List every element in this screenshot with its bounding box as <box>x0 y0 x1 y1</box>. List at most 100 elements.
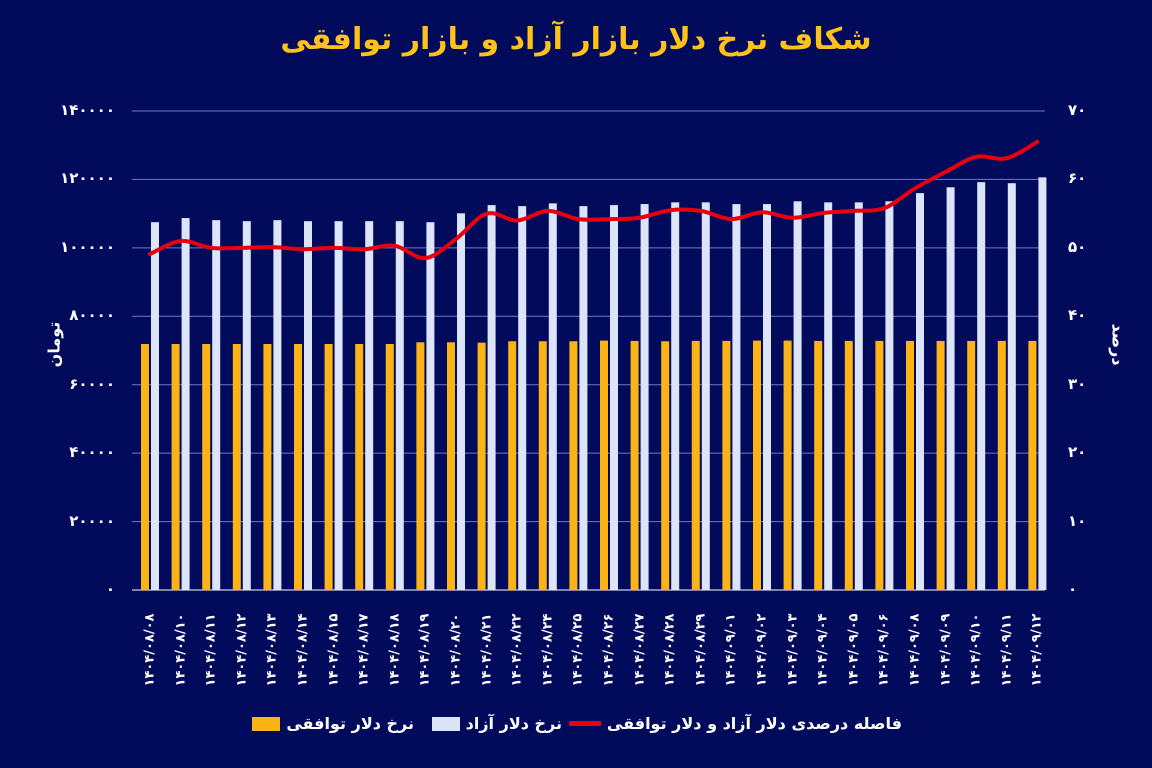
agreed-rate-bar <box>416 342 425 590</box>
x-tick-label: ۱۴۰۴/۰۸/۱۳ <box>264 613 280 687</box>
free-rate-bar <box>365 221 374 591</box>
free-rate-bar <box>763 204 771 590</box>
left-tick-label: ۸۰۰۰۰ <box>69 306 115 325</box>
agreed-rate-bar <box>814 340 823 590</box>
free-rate-bar <box>1038 177 1047 590</box>
agreed-rate-bar <box>630 340 639 590</box>
free-rate-bar <box>242 221 251 591</box>
right-tick-label: ۴۰ <box>1068 306 1087 325</box>
free-rate-bar <box>273 220 282 591</box>
legend-item-agreed: نرخ دلار توافقی <box>252 714 414 733</box>
x-tick-label: ۱۴۰۴/۰۸/۲۶ <box>601 613 617 687</box>
agreed-rate-bar <box>385 343 394 590</box>
free-rate-bar <box>671 202 680 590</box>
agreed-rate-bar <box>447 342 455 590</box>
x-tick-label: ۱۴۰۴/۰۹/۰۱ <box>723 613 739 687</box>
agreed-rate-bar <box>967 340 976 590</box>
legend-label-gap: فاصله درصدی دلار آزاد و دلار توافقی <box>606 714 902 733</box>
x-tick-label: ۱۴۰۴/۰۸/۱۲ <box>234 613 250 687</box>
right-tick-label: ۷۰ <box>1068 101 1087 119</box>
right-tick-label: ۲۰ <box>1068 443 1087 462</box>
agreed-rate-bar <box>171 343 180 590</box>
x-tick-label: ۱۴۰۴/۰۸/۲۴ <box>540 613 556 687</box>
agreed-rate-bar <box>355 343 364 590</box>
agreed-rate-bar <box>538 341 547 590</box>
legend-item-free: نرخ دلار آزاد <box>431 714 562 733</box>
left-tick-label: ۱۴۰۰۰۰ <box>60 101 115 119</box>
agreed-rate-bar <box>661 341 670 590</box>
free-rate-bar <box>395 221 404 591</box>
orange-bar-swatch-icon <box>252 716 281 731</box>
chart-title: شکاف نرخ دلار بازار آزاد و بازار توافقی <box>280 22 872 57</box>
x-tick-label: ۱۴۰۴/۰۹/۰۲ <box>754 613 770 687</box>
free-rate-bar <box>579 206 588 590</box>
free-rate-bar <box>334 221 343 591</box>
free-rate-bar <box>977 182 986 590</box>
x-tick-label: ۱۴۰۴/۰۹/۰۹ <box>938 613 954 687</box>
free-rate-bar <box>610 205 618 590</box>
free-rate-bar <box>304 221 312 591</box>
free-rate-bar <box>885 201 894 590</box>
x-tick-label: ۱۴۰۴/۰۹/۰۸ <box>907 613 923 687</box>
free-rate-bar <box>732 204 741 590</box>
x-tick-label: ۱۴۰۴/۰۸/۲۲ <box>509 613 525 687</box>
free-rate-bar <box>824 202 833 590</box>
x-tick-label: ۱۴۰۴/۰۸/۱۷ <box>356 613 372 687</box>
right-tick-label: ۳۰ <box>1068 374 1087 393</box>
agreed-rate-bar <box>753 340 761 590</box>
x-tick-label: ۱۴۰۴/۰۹/۱۱ <box>999 613 1015 687</box>
left-tick-label: ۱۰۰۰۰۰ <box>60 237 115 256</box>
x-tick-label: ۱۴۰۴/۰۹/۰۵ <box>846 613 862 687</box>
x-tick-label: ۱۴۰۴/۰۹/۰۴ <box>815 613 831 687</box>
agreed-rate-bar <box>997 340 1006 590</box>
x-tick-label: ۱۴۰۴/۰۸/۱۱ <box>203 613 219 687</box>
agreed-rate-bar <box>722 340 731 590</box>
free-rate-bar <box>1007 183 1016 590</box>
x-tick-label: ۱۴۰۴/۰۸/۲۷ <box>632 613 648 687</box>
left-axis-title: تومان <box>44 321 64 368</box>
x-tick-label: ۱۴۰۴/۰۸/۲۵ <box>570 613 586 687</box>
free-rate-bar <box>518 206 527 590</box>
right-tick-label: ۵۰ <box>1068 237 1087 256</box>
free-rate-bar <box>640 204 649 590</box>
agreed-rate-bar <box>569 341 578 590</box>
x-tick-label: ۱۴۰۴/۰۸/۱۴ <box>295 613 311 687</box>
right-axis-title: درصد <box>1108 323 1128 366</box>
red-line-swatch-icon <box>568 721 601 726</box>
agreed-rate-bar <box>1028 340 1037 590</box>
free-rate-bar <box>426 222 435 591</box>
agreed-rate-bar <box>294 343 302 590</box>
left-tick-label: ۲۰۰۰۰ <box>69 511 115 530</box>
agreed-rate-bar <box>263 343 272 590</box>
agreed-rate-bar <box>202 343 211 590</box>
agreed-rate-bar <box>600 340 608 590</box>
x-tick-label: ۱۴۰۴/۰۸/۲۰ <box>448 613 464 687</box>
x-tick-label: ۱۴۰۴/۰۸/۲۱ <box>479 613 495 687</box>
free-rate-bar <box>701 202 710 590</box>
legend: فاصله درصدی دلار آزاد و دلار توافقی نرخ … <box>0 714 1152 744</box>
agreed-rate-bar <box>844 340 853 590</box>
agreed-rate-bar <box>477 342 486 590</box>
legend-label-free: نرخ دلار آزاد <box>465 714 562 733</box>
x-tick-label: ۱۴۰۴/۰۸/۱۵ <box>326 613 342 687</box>
agreed-rate-bar <box>936 340 945 590</box>
free-rate-bar <box>793 201 802 590</box>
x-tick-label: ۱۴۰۴/۰۹/۱۲ <box>1029 613 1045 687</box>
free-rate-bar <box>946 187 955 590</box>
free-rate-bar <box>151 222 159 591</box>
agreed-rate-bar <box>232 343 241 590</box>
x-tick-label: ۱۴۰۴/۰۹/۰۳ <box>785 613 801 687</box>
agreed-rate-bar <box>141 343 149 590</box>
right-tick-label: ۱۰ <box>1068 511 1087 530</box>
x-tick-label: ۱۴۰۴/۰۸/۲۸ <box>662 613 678 687</box>
light-bar-swatch-icon <box>431 716 460 731</box>
agreed-rate-bar <box>875 340 884 590</box>
left-tick-label: ۰ <box>105 580 115 598</box>
x-tick-label: ۱۴۰۴/۰۸/۱۰ <box>173 613 189 687</box>
free-rate-bar <box>457 213 465 590</box>
agreed-rate-bar <box>508 341 517 590</box>
agreed-rate-bar <box>783 340 792 590</box>
left-tick-label: ۴۰۰۰۰ <box>69 443 115 462</box>
right-tick-label: ۶۰ <box>1068 169 1087 188</box>
